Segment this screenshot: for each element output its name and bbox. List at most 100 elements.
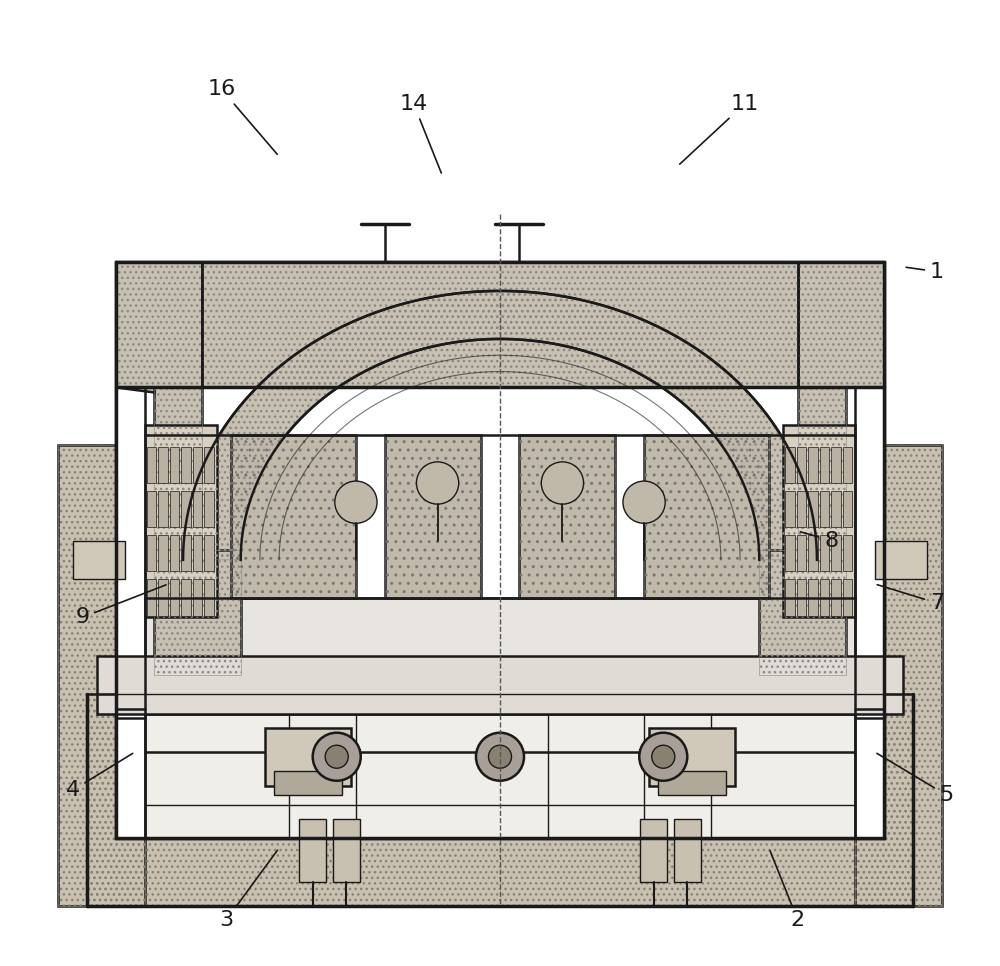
Text: 14: 14 xyxy=(399,94,441,173)
Circle shape xyxy=(335,481,377,524)
FancyBboxPatch shape xyxy=(785,491,795,527)
FancyBboxPatch shape xyxy=(640,819,667,882)
FancyBboxPatch shape xyxy=(154,551,241,675)
FancyBboxPatch shape xyxy=(798,387,846,551)
Circle shape xyxy=(488,745,512,768)
Circle shape xyxy=(313,733,361,781)
FancyBboxPatch shape xyxy=(147,579,156,615)
FancyBboxPatch shape xyxy=(759,551,846,675)
Circle shape xyxy=(476,733,524,781)
FancyBboxPatch shape xyxy=(820,491,829,527)
FancyBboxPatch shape xyxy=(116,387,164,838)
FancyBboxPatch shape xyxy=(808,535,818,571)
FancyBboxPatch shape xyxy=(181,579,191,615)
FancyBboxPatch shape xyxy=(158,491,168,527)
Text: 8: 8 xyxy=(800,530,838,551)
Polygon shape xyxy=(116,387,202,392)
Text: 1: 1 xyxy=(906,262,944,282)
Text: 9: 9 xyxy=(75,584,166,628)
FancyBboxPatch shape xyxy=(170,491,179,527)
FancyBboxPatch shape xyxy=(820,446,829,483)
FancyBboxPatch shape xyxy=(831,535,841,571)
FancyBboxPatch shape xyxy=(170,579,179,615)
FancyBboxPatch shape xyxy=(158,535,168,571)
FancyBboxPatch shape xyxy=(147,446,156,483)
FancyBboxPatch shape xyxy=(875,541,927,579)
FancyBboxPatch shape xyxy=(145,425,217,617)
FancyBboxPatch shape xyxy=(158,446,168,483)
FancyBboxPatch shape xyxy=(797,579,806,615)
Circle shape xyxy=(639,733,687,781)
FancyBboxPatch shape xyxy=(658,771,726,795)
FancyBboxPatch shape xyxy=(145,598,855,675)
FancyBboxPatch shape xyxy=(231,435,356,598)
FancyBboxPatch shape xyxy=(170,446,179,483)
FancyBboxPatch shape xyxy=(649,728,735,785)
FancyBboxPatch shape xyxy=(843,491,852,527)
FancyBboxPatch shape xyxy=(855,444,942,905)
Text: 16: 16 xyxy=(207,79,277,155)
Text: 5: 5 xyxy=(877,753,954,805)
FancyBboxPatch shape xyxy=(193,579,202,615)
FancyBboxPatch shape xyxy=(58,444,145,905)
FancyBboxPatch shape xyxy=(181,535,191,571)
Circle shape xyxy=(652,745,675,768)
FancyBboxPatch shape xyxy=(193,491,202,527)
FancyBboxPatch shape xyxy=(204,579,214,615)
FancyBboxPatch shape xyxy=(831,446,841,483)
FancyBboxPatch shape xyxy=(181,491,191,527)
FancyBboxPatch shape xyxy=(116,262,884,838)
Text: 3: 3 xyxy=(219,850,277,930)
FancyBboxPatch shape xyxy=(797,491,806,527)
FancyBboxPatch shape xyxy=(204,446,214,483)
FancyBboxPatch shape xyxy=(843,579,852,615)
FancyBboxPatch shape xyxy=(73,541,125,579)
FancyBboxPatch shape xyxy=(274,771,342,795)
FancyBboxPatch shape xyxy=(820,579,829,615)
Text: 4: 4 xyxy=(66,753,133,801)
FancyBboxPatch shape xyxy=(820,535,829,571)
Text: 2: 2 xyxy=(770,850,805,930)
FancyBboxPatch shape xyxy=(808,446,818,483)
FancyBboxPatch shape xyxy=(97,656,903,714)
Circle shape xyxy=(325,745,348,768)
FancyBboxPatch shape xyxy=(181,446,191,483)
Polygon shape xyxy=(202,262,798,387)
FancyBboxPatch shape xyxy=(808,491,818,527)
FancyBboxPatch shape xyxy=(831,579,841,615)
FancyBboxPatch shape xyxy=(785,579,795,615)
FancyBboxPatch shape xyxy=(145,714,855,838)
FancyBboxPatch shape xyxy=(644,435,769,598)
FancyBboxPatch shape xyxy=(831,491,841,527)
FancyBboxPatch shape xyxy=(797,535,806,571)
FancyBboxPatch shape xyxy=(299,819,326,882)
Circle shape xyxy=(623,481,665,524)
FancyBboxPatch shape xyxy=(87,695,913,905)
Text: 7: 7 xyxy=(877,584,944,613)
Polygon shape xyxy=(183,291,817,560)
FancyBboxPatch shape xyxy=(785,535,795,571)
FancyBboxPatch shape xyxy=(843,446,852,483)
FancyBboxPatch shape xyxy=(147,491,156,527)
Polygon shape xyxy=(116,262,202,387)
FancyBboxPatch shape xyxy=(116,262,884,387)
FancyBboxPatch shape xyxy=(170,535,179,571)
FancyBboxPatch shape xyxy=(836,387,884,838)
FancyBboxPatch shape xyxy=(797,446,806,483)
FancyBboxPatch shape xyxy=(265,728,351,785)
FancyBboxPatch shape xyxy=(193,446,202,483)
FancyBboxPatch shape xyxy=(785,446,795,483)
FancyBboxPatch shape xyxy=(204,535,214,571)
FancyBboxPatch shape xyxy=(519,435,615,598)
Text: 11: 11 xyxy=(680,94,759,164)
Circle shape xyxy=(541,462,584,504)
FancyBboxPatch shape xyxy=(204,491,214,527)
FancyBboxPatch shape xyxy=(843,535,852,571)
FancyBboxPatch shape xyxy=(333,819,360,882)
FancyBboxPatch shape xyxy=(154,387,202,551)
FancyBboxPatch shape xyxy=(158,579,168,615)
FancyBboxPatch shape xyxy=(674,819,701,882)
FancyBboxPatch shape xyxy=(385,435,481,598)
Polygon shape xyxy=(798,262,884,387)
FancyBboxPatch shape xyxy=(783,425,855,617)
